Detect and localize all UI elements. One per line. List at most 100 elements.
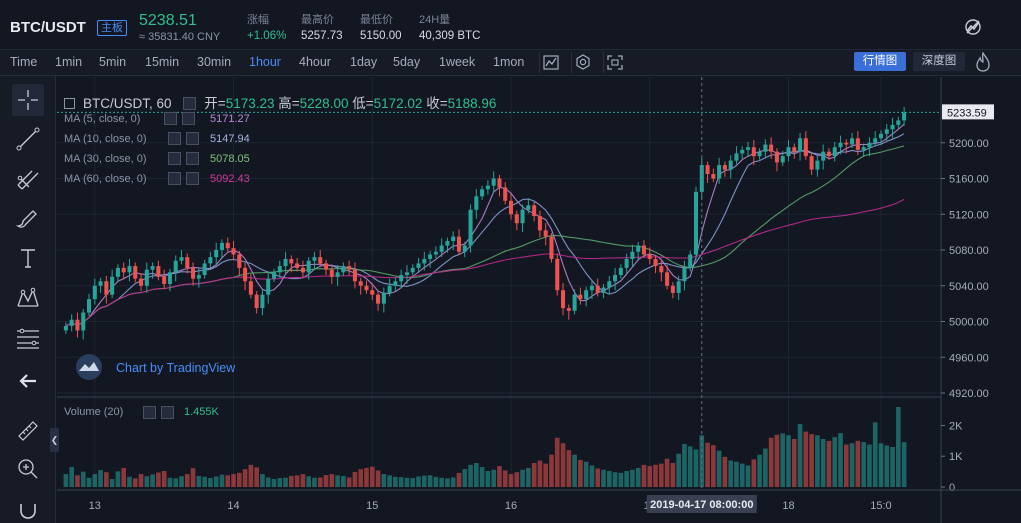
open-label: 开= xyxy=(204,96,226,111)
crosshair-tool[interactable] xyxy=(12,84,44,116)
tf-15min[interactable]: 15min xyxy=(145,55,180,69)
candle-body xyxy=(636,245,641,252)
candle-body xyxy=(653,258,658,267)
candle-body xyxy=(647,254,652,259)
tf-1day[interactable]: 1day xyxy=(350,55,378,69)
volume-bar xyxy=(242,469,248,487)
volume-bar xyxy=(387,475,392,487)
volume-bar xyxy=(780,433,786,487)
fib-tool[interactable] xyxy=(12,322,44,354)
candle-body xyxy=(526,205,531,210)
tradingview-logo-icon[interactable] xyxy=(72,353,262,381)
candle-body xyxy=(156,266,161,277)
indicator-settings-icon[interactable] xyxy=(164,112,177,125)
indicator-settings-icon[interactable] xyxy=(168,132,181,145)
measure-tool[interactable] xyxy=(12,415,44,447)
volume-bar xyxy=(705,442,710,487)
volume-bar xyxy=(635,467,641,487)
zoom-tool[interactable] xyxy=(12,453,44,485)
volume-bar xyxy=(375,470,381,487)
pair-name[interactable]: BTC/USDT xyxy=(10,19,86,36)
magnet-tool[interactable] xyxy=(12,494,44,523)
flame-icon[interactable] xyxy=(974,52,992,72)
screenshot-button[interactable] xyxy=(603,52,625,73)
last-price-tag xyxy=(942,104,994,120)
volume-bar xyxy=(745,465,751,487)
tf-1hour[interactable]: 1hour xyxy=(249,55,281,69)
tf-1week[interactable]: 1week xyxy=(439,55,476,69)
candle-body xyxy=(98,281,103,286)
indicator-settings-icon[interactable] xyxy=(168,152,181,165)
volume-bar xyxy=(578,459,583,487)
volume-bar xyxy=(826,440,832,487)
kline-view-button[interactable]: 行情图 xyxy=(854,52,906,71)
volume-bar xyxy=(271,479,277,487)
collapse-legend-icon[interactable] xyxy=(64,98,75,109)
volume-bar xyxy=(664,458,670,487)
volume-bar xyxy=(306,476,311,487)
candle-body xyxy=(572,294,577,311)
tf-4hour[interactable]: 4hour xyxy=(299,55,331,69)
ma60-line xyxy=(65,198,905,327)
volume-bar xyxy=(647,466,653,487)
candle-body xyxy=(630,251,635,259)
candle-body xyxy=(300,267,305,273)
tf-30min[interactable]: 30min xyxy=(197,55,232,69)
tf-1min[interactable]: 1min xyxy=(55,55,83,69)
volume-bar xyxy=(560,443,566,487)
indicator-remove-icon[interactable] xyxy=(182,112,195,125)
tf-5min[interactable]: 5min xyxy=(99,55,127,69)
volume-bar xyxy=(167,477,173,487)
indicator-value: 5147.94 xyxy=(210,133,250,145)
candle-body xyxy=(318,257,323,264)
indicator-button[interactable] xyxy=(539,52,561,73)
tf-5day[interactable]: 5day xyxy=(393,55,421,69)
volume-bar xyxy=(179,476,184,487)
candle-body xyxy=(491,178,496,186)
indicator-value: 5078.05 xyxy=(210,153,250,165)
volume-bar xyxy=(843,444,849,487)
trend-line-tool[interactable] xyxy=(12,123,44,155)
volume-bar xyxy=(265,477,271,487)
settings-button[interactable] xyxy=(571,52,593,73)
series-settings-icon[interactable] xyxy=(183,97,197,110)
watermark-text[interactable]: Chart by TradingView xyxy=(116,361,236,375)
candle-body xyxy=(451,236,456,242)
indicator-remove-icon[interactable] xyxy=(186,152,199,165)
pattern-tool[interactable] xyxy=(12,282,44,314)
pitchfork-tool[interactable] xyxy=(12,163,44,195)
candle-body xyxy=(826,151,831,157)
hide-tools-button[interactable] xyxy=(12,365,44,397)
text-tool[interactable] xyxy=(12,242,44,274)
collapse-panel-button[interactable]: ❮ xyxy=(50,428,59,452)
tf-1mon[interactable]: 1mon xyxy=(493,55,525,69)
candle-body xyxy=(786,147,791,157)
volume-settings-icon[interactable] xyxy=(143,406,156,419)
depth-view-button[interactable]: 深度图 xyxy=(913,52,965,71)
volume-tick-label: 1K xyxy=(949,451,963,463)
volume-bar xyxy=(485,471,491,487)
indicator-remove-icon[interactable] xyxy=(186,132,199,145)
candle-body xyxy=(549,236,554,259)
chart-off-icon[interactable] xyxy=(964,18,982,36)
brush-tool[interactable] xyxy=(12,202,44,234)
candle-body xyxy=(613,275,618,282)
indicator-remove-icon[interactable] xyxy=(186,172,199,185)
price-tick-label: 5120.00 xyxy=(949,209,989,221)
volume-remove-icon[interactable] xyxy=(161,406,174,419)
close-value: 5188.96 xyxy=(447,96,497,111)
candle-body xyxy=(115,267,120,277)
volume-bar xyxy=(861,442,866,487)
candle-body xyxy=(69,319,74,326)
volume-bar xyxy=(867,444,872,487)
candle-body xyxy=(670,285,675,293)
price-chart[interactable]: 5200.00 5160.00 5120.00 5080.00 5040.00 5000.… xyxy=(57,77,1021,523)
time-tick-label: 13 xyxy=(89,500,101,512)
candle-body xyxy=(792,147,797,152)
indicator-settings-icon[interactable] xyxy=(168,172,181,185)
candle-body xyxy=(410,267,415,273)
volume-bar xyxy=(219,474,225,487)
gear-icon xyxy=(576,54,590,70)
price-tick-label: 5080.00 xyxy=(949,245,989,257)
tf-time[interactable]: Time xyxy=(10,55,38,69)
